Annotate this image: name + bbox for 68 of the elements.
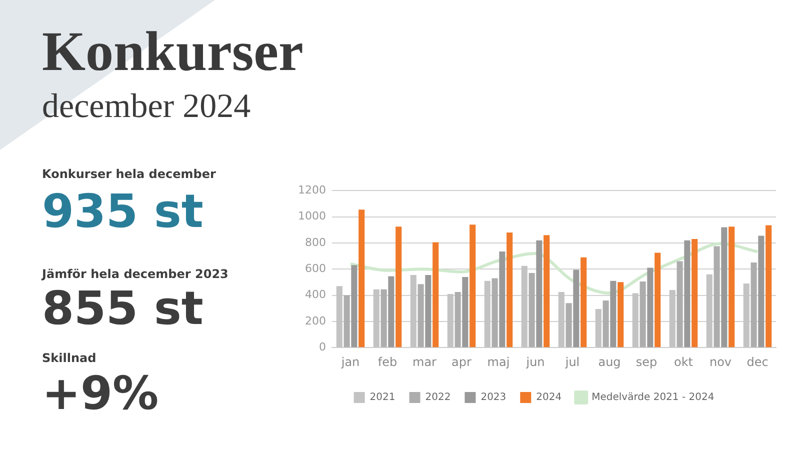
bar xyxy=(750,262,757,348)
bar xyxy=(358,210,365,348)
bar xyxy=(618,282,624,348)
text: Jämför hela december 2023 xyxy=(42,267,228,281)
bar xyxy=(506,232,513,348)
bar xyxy=(470,224,476,348)
x-tick-label: dec xyxy=(746,354,768,369)
y-tick-label: 1200 xyxy=(298,183,326,196)
bar xyxy=(544,235,550,348)
legend-label: 2021 xyxy=(370,392,396,404)
bar xyxy=(536,240,542,348)
y-tick-label: 1000 xyxy=(298,210,326,223)
text: Konkurser hela december xyxy=(42,167,216,181)
chart-subtitle: december 2024 xyxy=(42,88,251,125)
bar xyxy=(425,274,432,348)
x-tick-label: aug xyxy=(598,354,621,369)
y-tick-label: 0 xyxy=(318,340,326,354)
bar xyxy=(728,226,735,348)
legend-label: 2023 xyxy=(480,392,506,404)
y-tick-label: 200 xyxy=(304,314,326,328)
bar xyxy=(721,227,728,348)
bar xyxy=(351,265,358,348)
x-tick-label: jun xyxy=(525,354,545,369)
bar xyxy=(580,257,587,348)
x-tick-label: maj xyxy=(487,354,510,369)
y-tick-label: 400 xyxy=(304,288,326,302)
bar xyxy=(566,303,572,348)
bar xyxy=(573,270,580,348)
x-tick-label: jan xyxy=(340,354,360,369)
bar xyxy=(758,236,764,348)
legend-label: Medelvärde 2021 - 2024 xyxy=(592,392,714,404)
y-tick-label: 800 xyxy=(304,236,326,249)
x-tick-label: okt xyxy=(674,354,694,369)
bar xyxy=(714,246,720,348)
bar xyxy=(380,289,387,348)
x-tick-label: nov xyxy=(709,354,732,369)
y-tick-label: 600 xyxy=(304,262,326,275)
legend-label: 2024 xyxy=(536,392,562,404)
bar xyxy=(528,273,535,348)
bar xyxy=(462,276,468,348)
x-tick-label: mar xyxy=(412,354,437,369)
legend-label: 2022 xyxy=(425,392,451,404)
bar xyxy=(344,295,350,348)
bar xyxy=(418,284,424,348)
x-tick-label: apr xyxy=(452,354,472,369)
text: +9% xyxy=(42,366,159,420)
bar xyxy=(602,300,609,348)
bar xyxy=(640,282,646,348)
x-tick-label: jul xyxy=(564,354,580,369)
text: 855 st xyxy=(42,281,204,335)
bar xyxy=(454,292,461,348)
x-tick-label: feb xyxy=(378,354,398,369)
bar xyxy=(766,225,772,348)
bar xyxy=(396,226,402,348)
bar xyxy=(654,252,661,348)
chart-title: Konkurser xyxy=(42,21,304,83)
text: 935 st xyxy=(42,184,204,238)
bar xyxy=(676,261,683,348)
x-tick-label: sep xyxy=(636,354,658,369)
text: Skillnad xyxy=(42,351,96,365)
bar xyxy=(499,251,506,348)
bar xyxy=(684,240,690,348)
bar xyxy=(610,280,616,348)
bar xyxy=(432,242,439,348)
bar xyxy=(388,276,394,348)
bar xyxy=(692,239,698,348)
bar xyxy=(492,278,498,348)
bar xyxy=(647,268,654,348)
